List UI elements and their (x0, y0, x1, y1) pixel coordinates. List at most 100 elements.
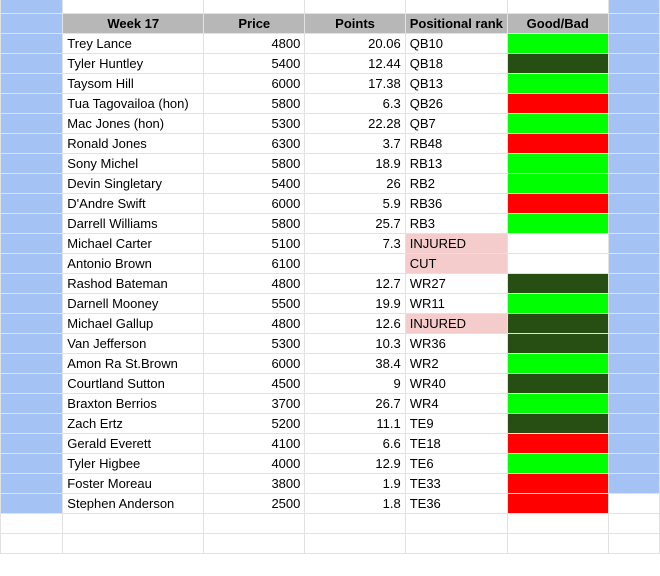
cell[interactable] (0, 453, 64, 474)
player-name-cell[interactable]: Zach Ertz (62, 413, 205, 434)
cell[interactable] (62, 533, 205, 554)
price-cell[interactable]: 5500 (203, 293, 306, 314)
cell[interactable] (0, 293, 64, 314)
cell[interactable] (304, 533, 406, 554)
points-cell[interactable]: 12.6 (304, 313, 406, 334)
player-name-cell[interactable]: Darrell Williams (62, 213, 205, 234)
player-name-cell[interactable]: Amon Ra St.Brown (62, 353, 205, 374)
price-cell[interactable]: 6100 (203, 253, 306, 274)
positional-rank-cell[interactable]: WR40 (404, 373, 508, 394)
cell[interactable] (0, 333, 64, 354)
points-cell[interactable]: 26 (304, 173, 406, 194)
cell[interactable] (607, 533, 660, 554)
player-name-cell[interactable]: Taysom Hill (62, 73, 205, 94)
player-name-cell[interactable]: Foster Moreau (62, 473, 205, 494)
player-name-cell[interactable]: Rashod Bateman (62, 273, 205, 294)
good-bad-cell[interactable] (506, 273, 609, 294)
positional-rank-cell[interactable]: TE6 (404, 453, 508, 474)
points-cell[interactable]: 3.7 (304, 133, 406, 154)
cell[interactable] (304, 0, 406, 14)
cell[interactable] (0, 273, 64, 294)
positional-rank-cell[interactable]: QB18 (404, 53, 508, 74)
points-cell[interactable]: 25.7 (304, 213, 406, 234)
cell[interactable] (304, 513, 406, 534)
header-good-bad[interactable]: Good/Bad (506, 13, 609, 34)
cell[interactable] (62, 513, 205, 534)
points-cell[interactable]: 11.1 (304, 413, 406, 434)
cell[interactable] (607, 433, 660, 454)
cell[interactable] (0, 73, 64, 94)
cell[interactable] (607, 153, 660, 174)
cell[interactable] (0, 13, 64, 34)
player-name-cell[interactable]: Ronald Jones (62, 133, 205, 154)
positional-rank-cell[interactable]: RB36 (404, 193, 508, 214)
good-bad-cell[interactable] (506, 153, 609, 174)
points-cell[interactable]: 12.44 (304, 53, 406, 74)
cell[interactable] (0, 513, 64, 534)
cell[interactable] (0, 373, 64, 394)
cell[interactable] (607, 0, 660, 14)
good-bad-cell[interactable] (506, 453, 609, 474)
header-rank[interactable]: Positional rank (404, 13, 508, 34)
cell[interactable] (0, 473, 64, 494)
good-bad-cell[interactable] (506, 173, 609, 194)
price-cell[interactable]: 6300 (203, 133, 306, 154)
price-cell[interactable]: 4800 (203, 273, 306, 294)
cell[interactable] (607, 233, 660, 254)
positional-rank-cell[interactable]: TE36 (404, 493, 508, 514)
cell[interactable] (607, 33, 660, 54)
positional-rank-cell[interactable]: QB26 (404, 93, 508, 114)
cell[interactable] (203, 513, 306, 534)
price-cell[interactable]: 5100 (203, 233, 306, 254)
good-bad-cell[interactable] (506, 93, 609, 114)
price-cell[interactable]: 5800 (203, 153, 306, 174)
positional-rank-cell[interactable]: CUT (404, 253, 508, 274)
good-bad-cell[interactable] (506, 33, 609, 54)
cell[interactable] (607, 113, 660, 134)
good-bad-cell[interactable] (506, 353, 609, 374)
player-name-cell[interactable]: Darnell Mooney (62, 293, 205, 314)
player-name-cell[interactable]: Van Jefferson (62, 333, 205, 354)
player-name-cell[interactable]: Antonio Brown (62, 253, 205, 274)
points-cell[interactable]: 17.38 (304, 73, 406, 94)
cell[interactable] (404, 0, 508, 14)
cell[interactable] (0, 133, 64, 154)
cell[interactable] (0, 0, 64, 14)
price-cell[interactable]: 5300 (203, 113, 306, 134)
cell[interactable] (607, 473, 660, 494)
good-bad-cell[interactable] (506, 213, 609, 234)
good-bad-cell[interactable] (506, 373, 609, 394)
cell[interactable] (62, 0, 205, 14)
cell[interactable] (607, 413, 660, 434)
player-name-cell[interactable]: Gerald Everett (62, 433, 205, 454)
good-bad-cell[interactable] (506, 293, 609, 314)
positional-rank-cell[interactable]: TE18 (404, 433, 508, 454)
positional-rank-cell[interactable]: RB48 (404, 133, 508, 154)
positional-rank-cell[interactable]: WR11 (404, 293, 508, 314)
player-name-cell[interactable]: D'Andre Swift (62, 193, 205, 214)
positional-rank-cell[interactable]: WR2 (404, 353, 508, 374)
player-name-cell[interactable]: Stephen Anderson (62, 493, 205, 514)
cell[interactable] (607, 73, 660, 94)
points-cell[interactable]: 22.28 (304, 113, 406, 134)
points-cell[interactable]: 6.6 (304, 433, 406, 454)
header-week[interactable]: Week 17 (62, 13, 205, 34)
cell[interactable] (0, 173, 64, 194)
cell[interactable] (0, 253, 64, 274)
cell[interactable] (0, 433, 64, 454)
cell[interactable] (607, 173, 660, 194)
cell[interactable] (607, 93, 660, 114)
good-bad-cell[interactable] (506, 253, 609, 274)
price-cell[interactable]: 4000 (203, 453, 306, 474)
price-cell[interactable]: 5300 (203, 333, 306, 354)
good-bad-cell[interactable] (506, 473, 609, 494)
price-cell[interactable]: 5200 (203, 413, 306, 434)
price-cell[interactable]: 3700 (203, 393, 306, 414)
good-bad-cell[interactable] (506, 133, 609, 154)
cell[interactable] (607, 333, 660, 354)
player-name-cell[interactable]: Tyler Huntley (62, 53, 205, 74)
cell[interactable] (607, 193, 660, 214)
cell[interactable] (0, 493, 64, 514)
cell[interactable] (0, 93, 64, 114)
cell[interactable] (607, 493, 660, 514)
